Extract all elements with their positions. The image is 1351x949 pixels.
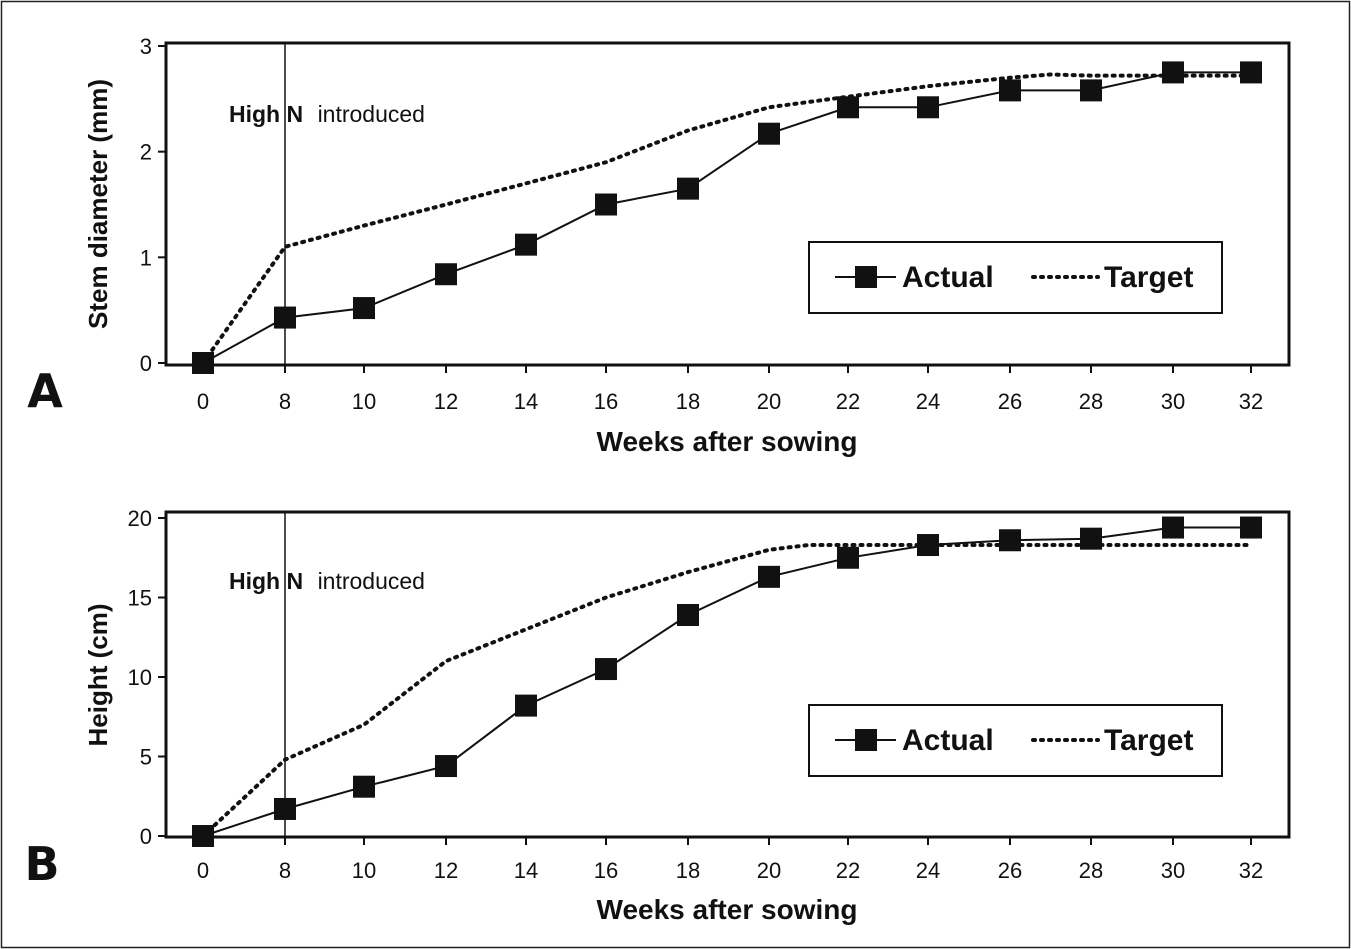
legend-actual-marker-a [855,266,877,288]
x-tick-label-b: 18 [676,858,700,883]
x-tick-label-b: 10 [352,858,376,883]
data-point-actual-a [837,96,859,119]
legend-actual-label-b: Actual [902,724,994,757]
data-point-actual-a [595,193,617,216]
legend-target-label-a: Target [1104,261,1193,294]
x-tick-label-b: 26 [998,858,1022,883]
panel-letter-a: A [27,364,63,418]
plot-frame-b [164,510,1291,839]
data-point-actual-b [999,529,1021,552]
data-point-actual-a [274,306,296,329]
panel-a: Stem diameter (mm) Weeks after sowing A … [27,34,1291,457]
data-point-actual-b [837,546,859,569]
legend-b: Actual Target [808,704,1223,777]
y-axis-label-b: Height (cm) [83,604,113,747]
panel-b: Height (cm) Weeks after sowing B High N … [24,506,1291,925]
data-point-actual-a [917,96,939,119]
x-tick-label-b: 0 [197,858,209,883]
x-tick-label-b: 22 [836,858,860,883]
series-target-line-a [201,72,1253,365]
x-tick-label-a: 8 [279,389,291,414]
data-point-actual-a [435,263,457,286]
x-tick-label-a: 18 [676,389,700,414]
annotation-b: High N introduced [229,568,425,594]
x-tick-label-a: 14 [514,389,538,414]
y-axis-label-a: Stem diameter (mm) [83,79,113,329]
plot-frame-a [164,41,1291,367]
x-tick-label-a: 24 [916,389,940,414]
x-tick-label-a: 10 [352,389,376,414]
series-actual-line-b [202,526,1251,837]
annotation-a: High N introduced [229,101,425,127]
data-point-actual-a [758,122,780,145]
annotation-bold-a: High N [229,101,303,127]
x-tick-label-a: 16 [594,389,618,414]
annotation-text-a: introduced [318,101,425,127]
y-tick-label-a: 3 [140,34,152,59]
legend-actual-label-a: Actual [902,261,994,294]
data-point-actual-b [595,658,617,681]
legend-a: Actual Target [808,241,1223,314]
x-tick-label-a: 26 [998,389,1022,414]
panel-letter-b: B [24,837,59,891]
y-tick-label-b: 20 [128,506,152,531]
annotation-bold-b: High N [229,568,303,594]
legend-actual-marker-b [855,729,877,751]
x-tick-label-b: 20 [757,858,781,883]
y-tick-label-b: 5 [140,745,152,770]
x-tick-label-a: 22 [836,389,860,414]
legend-target-label-b: Target [1104,724,1193,757]
x-tick-label-b: 28 [1079,858,1103,883]
data-point-actual-a [353,297,375,320]
data-point-actual-a [1080,79,1102,102]
data-point-actual-b [274,797,296,820]
x-tick-label-a: 12 [434,389,458,414]
x-tick-label-a: 20 [757,389,781,414]
x-tick-label-a: 32 [1239,389,1263,414]
y-tick-label-a: 2 [140,140,152,165]
x-tick-label-b: 16 [594,858,618,883]
data-point-actual-b [1240,516,1262,539]
data-point-actual-a [1240,61,1262,84]
series-actual-line-a [202,71,1251,364]
x-tick-label-a: 28 [1079,389,1103,414]
x-tick-label-a: 0 [197,389,209,414]
x-tick-label-a: 30 [1161,389,1185,414]
data-point-actual-b [515,694,537,717]
y-tick-label-a: 1 [140,245,152,270]
series-target-line-b [201,543,1253,838]
data-point-actual-b [1162,516,1184,539]
x-tick-label-b: 30 [1161,858,1185,883]
data-point-actual-b [353,775,375,798]
data-point-actual-a [677,177,699,200]
data-point-actual-b [435,755,457,778]
data-point-actual-b [677,603,699,626]
y-tick-label-b: 10 [128,665,152,690]
x-tick-label-b: 24 [916,858,940,883]
x-axis-label-b: Weeks after sowing [597,894,858,925]
x-tick-label-b: 12 [434,858,458,883]
x-axis-label-a: Weeks after sowing [597,426,858,457]
annotation-text-b: introduced [318,568,425,594]
x-tick-label-b: 14 [514,858,538,883]
y-tick-label-a: 0 [140,351,152,376]
x-tick-label-b: 8 [279,858,291,883]
data-point-actual-a [1162,61,1184,84]
y-tick-label-b: 15 [128,586,152,611]
y-tick-label-b: 0 [140,824,152,849]
data-point-actual-a [999,79,1021,102]
x-tick-label-b: 32 [1239,858,1263,883]
data-point-actual-a [515,233,537,256]
data-point-actual-b [758,565,780,588]
